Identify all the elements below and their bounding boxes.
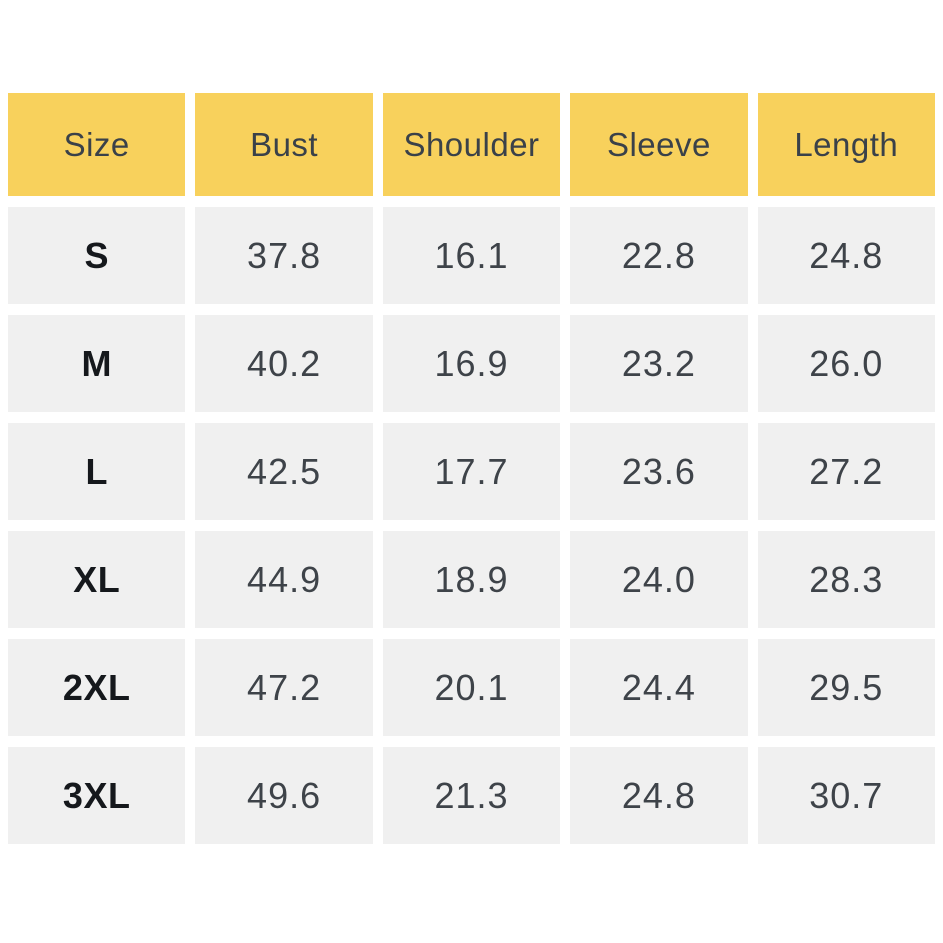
row-l-length-value: 27.2 [757, 423, 935, 520]
row-l-bust-value: 42.5 [195, 423, 373, 520]
row-s-sleeve-value: 22.8 [570, 207, 748, 304]
row-m-sleeve-value: 23.2 [570, 315, 748, 412]
row-s-length-value: 24.8 [757, 207, 935, 304]
row-m-size-label: M [8, 315, 186, 412]
row-l-size-label: L [8, 423, 186, 520]
row-xl-bust-value: 44.9 [195, 531, 373, 628]
size-chart-table: Size Bust Shoulder Sleeve Length S 37.8 … [8, 93, 935, 844]
row-3xl-size-label: 3XL [8, 747, 186, 844]
row-s-shoulder-value: 16.1 [382, 207, 561, 304]
row-m-length-value: 26.0 [757, 315, 935, 412]
column-header-length: Length [757, 93, 935, 196]
row-2xl-shoulder-value: 20.1 [382, 639, 561, 736]
row-2xl-length-value: 29.5 [757, 639, 935, 736]
row-2xl-size-label: 2XL [8, 639, 186, 736]
column-header-shoulder: Shoulder [382, 93, 561, 196]
row-3xl-shoulder-value: 21.3 [382, 747, 561, 844]
row-xl-size-label: XL [8, 531, 186, 628]
row-3xl-length-value: 30.7 [757, 747, 935, 844]
column-header-size: Size [8, 93, 186, 196]
row-m-shoulder-value: 16.9 [382, 315, 561, 412]
row-l-sleeve-value: 23.6 [570, 423, 748, 520]
row-3xl-bust-value: 49.6 [195, 747, 373, 844]
row-xl-shoulder-value: 18.9 [382, 531, 561, 628]
row-2xl-sleeve-value: 24.4 [570, 639, 748, 736]
column-header-sleeve: Sleeve [570, 93, 748, 196]
row-m-bust-value: 40.2 [195, 315, 373, 412]
row-s-bust-value: 37.8 [195, 207, 373, 304]
row-xl-sleeve-value: 24.0 [570, 531, 748, 628]
column-header-bust: Bust [195, 93, 373, 196]
row-xl-length-value: 28.3 [757, 531, 935, 628]
row-2xl-bust-value: 47.2 [195, 639, 373, 736]
row-3xl-sleeve-value: 24.8 [570, 747, 748, 844]
row-s-size-label: S [8, 207, 186, 304]
row-l-shoulder-value: 17.7 [382, 423, 561, 520]
